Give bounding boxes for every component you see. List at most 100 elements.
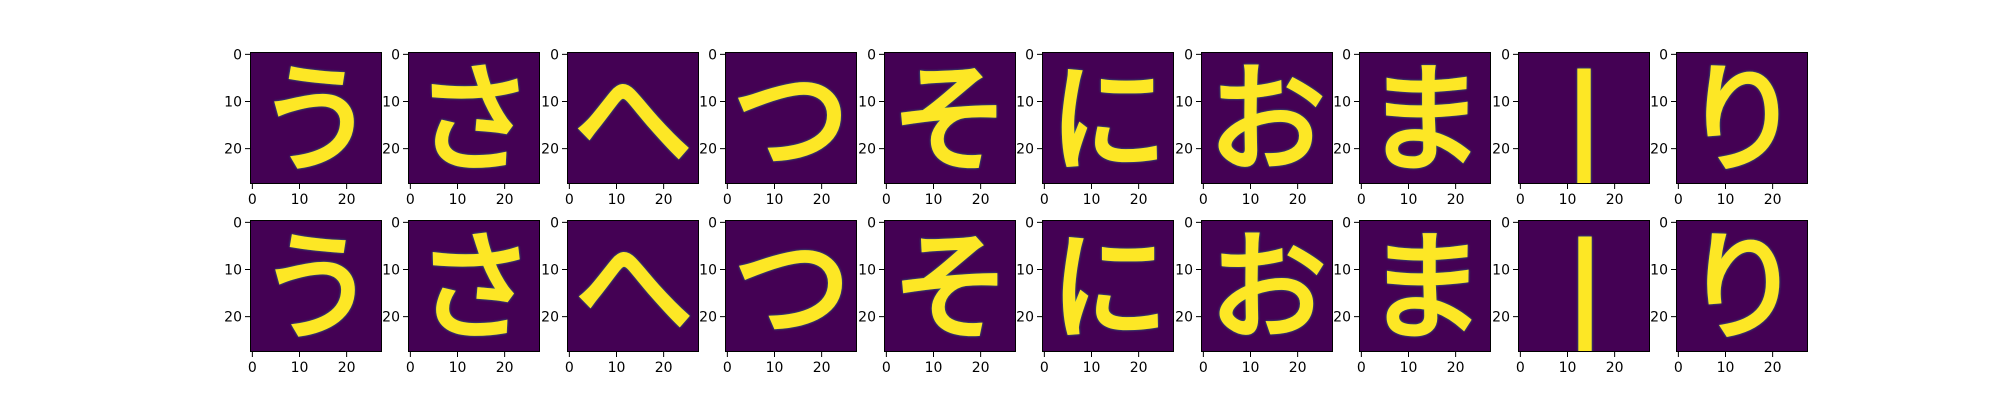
image-background (250, 52, 382, 184)
heatmap-image: へへ (567, 51, 699, 189)
heatmap-image: つつ (725, 52, 857, 184)
image-background (1676, 220, 1808, 352)
x-tick-label: 0 (1199, 360, 1208, 376)
glyph-core: さ (416, 219, 534, 357)
y-tick-label: 20 (1333, 142, 1351, 158)
glyph-halo: つ (733, 219, 851, 357)
y-tick-label: 20 (382, 310, 400, 326)
glyph-halo: に (1049, 51, 1167, 189)
x-tick-label: 10 (1242, 192, 1260, 208)
heatmap-image: まま (1359, 219, 1491, 357)
image-background (1359, 220, 1491, 352)
x-tick-label: 20 (1606, 192, 1624, 208)
image-panel-top-1: うう 0 10 20 0 10 20 (224, 47, 382, 208)
image-panel-bottom-8: まま 0 10 20 0 10 20 (1333, 215, 1491, 376)
x-tick-label: 10 (291, 192, 309, 208)
image-background (1676, 52, 1808, 184)
y-tick-label: 20 (1175, 310, 1193, 326)
image-panel-top-9: || 0 10 20 0 10 20 (1492, 47, 1650, 208)
heatmap-image: おお (1201, 220, 1333, 352)
glyph-halo: う (257, 51, 375, 189)
heatmap-image: にに (1042, 51, 1174, 189)
glyph-halo: | (1563, 219, 1607, 358)
image-background (1042, 220, 1174, 352)
y-tick-label: 0 (233, 47, 242, 63)
heatmap-image: おお (1201, 51, 1333, 189)
y-tick-label: 0 (1184, 215, 1193, 231)
x-tick-label: 0 (1357, 360, 1366, 376)
y-tick-label: 10 (1333, 95, 1351, 111)
glyph-core: そ (892, 219, 1010, 357)
x-tick-label: 20 (496, 192, 514, 208)
x-tick-label: 10 (449, 360, 467, 376)
y-tick-label: 0 (708, 47, 717, 63)
x-tick-label: 10 (291, 360, 309, 376)
x-tick-label: 20 (338, 360, 356, 376)
y-tick-label: 20 (224, 310, 242, 326)
x-tick-label: 0 (1674, 192, 1683, 208)
y-tick-label: 0 (391, 215, 400, 231)
glyph-core: へ (574, 51, 692, 189)
y-tick-label: 20 (224, 142, 242, 158)
image-panel-top-7: おお 0 10 20 0 10 20 (1175, 47, 1333, 208)
x-tick-label: 10 (766, 192, 784, 208)
heatmap-image: つつ (725, 219, 857, 357)
x-tick-label: 10 (1559, 192, 1577, 208)
y-tick-label: 10 (224, 95, 242, 111)
image-panel-top-2: ささ 0 10 20 0 10 20 (382, 47, 540, 208)
axes-frame (884, 220, 1016, 352)
glyph-halo: う (258, 219, 376, 357)
heatmap-image: うう (250, 219, 382, 357)
axes-frame (1359, 52, 1491, 184)
x-tick-label: 0 (1357, 192, 1366, 208)
image-panel-top-5: そそ 0 10 20 0 10 20 (858, 47, 1016, 208)
x-tick-label: 20 (1606, 360, 1624, 376)
heatmap-image: || (1518, 219, 1650, 358)
axes-frame (1359, 220, 1491, 352)
x-tick-label: 20 (338, 192, 356, 208)
x-tick-label: 10 (1083, 360, 1101, 376)
y-tick-label: 10 (858, 95, 876, 111)
glyph-halo: | (1562, 51, 1606, 190)
glyph-core: ま (1367, 219, 1485, 357)
x-tick-label: 20 (1764, 192, 1782, 208)
image-background (884, 220, 1016, 352)
image-background (884, 52, 1016, 184)
axes-frame (250, 220, 382, 352)
y-tick-label: 10 (1492, 263, 1510, 279)
image-background (725, 52, 857, 184)
x-tick-label: 0 (248, 360, 257, 376)
axes-frame (725, 52, 857, 184)
y-tick-label: 10 (1650, 95, 1668, 111)
glyph-halo: へ (574, 51, 692, 189)
image-background (1518, 220, 1650, 352)
y-tick-label: 10 (382, 95, 400, 111)
heatmap-image: まま (1359, 51, 1491, 189)
glyph-halo: ま (1366, 51, 1484, 189)
y-tick-label: 10 (541, 95, 559, 111)
glyph-halo: お (1208, 51, 1326, 189)
heatmap-image: そそ (884, 52, 1016, 184)
glyph-halo: へ (575, 219, 693, 357)
axes-frame (1042, 220, 1174, 352)
x-tick-label: 10 (1083, 192, 1101, 208)
glyph-core: り (1683, 51, 1801, 189)
glyph-core: | (1562, 51, 1606, 190)
glyph-core: う (257, 51, 375, 189)
x-tick-label: 10 (1717, 192, 1735, 208)
image-background (1201, 52, 1333, 184)
x-tick-label: 10 (1400, 192, 1418, 208)
y-tick-label: 0 (708, 215, 717, 231)
glyph-core: へ (575, 219, 693, 357)
y-tick-label: 20 (699, 310, 717, 326)
y-tick-label: 20 (1650, 142, 1668, 158)
axes-frame (1201, 52, 1333, 184)
y-tick-label: 0 (1025, 47, 1034, 63)
axes-frame (884, 52, 1016, 184)
y-tick-label: 0 (867, 47, 876, 63)
x-tick-label: 10 (1717, 360, 1735, 376)
y-tick-label: 20 (1016, 310, 1034, 326)
glyph-halo: さ (416, 219, 534, 357)
heatmap-image: || (1518, 51, 1650, 190)
